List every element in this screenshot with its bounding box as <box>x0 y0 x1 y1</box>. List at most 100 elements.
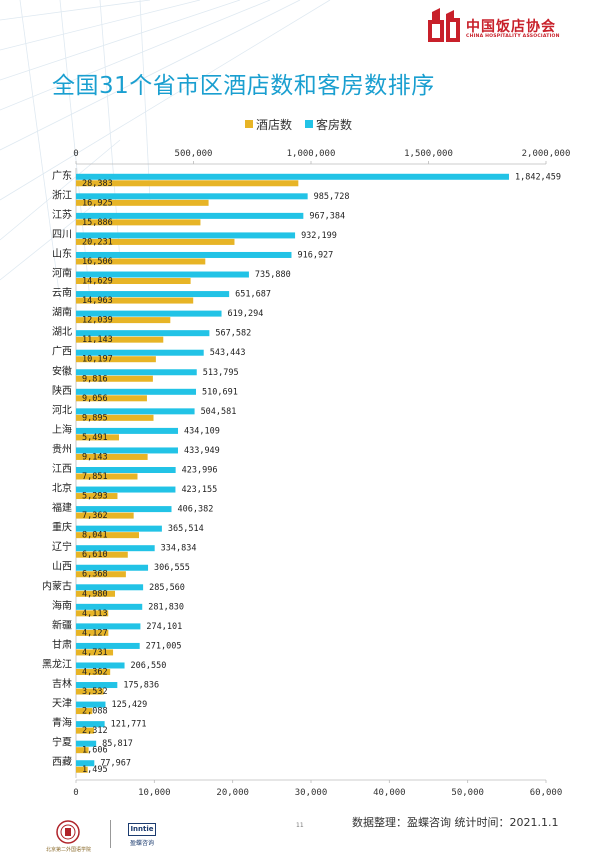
bar-rooms <box>76 623 141 630</box>
category-label: 上海 <box>52 423 72 436</box>
data-label-rooms: 619,294 <box>228 309 264 319</box>
bar-chart: 酒店数 客房数 0 500,000 1,000,000 1,500,000 2,000,00… <box>42 117 570 798</box>
data-label-hotels: 5,491 <box>82 433 108 443</box>
bar-hotels <box>76 356 156 363</box>
bar-rooms <box>76 642 140 649</box>
bar-rooms <box>76 506 172 513</box>
bar-hotels <box>76 395 147 402</box>
bar-hotels <box>76 668 111 675</box>
bar-hotels <box>76 238 235 245</box>
bar-rooms <box>76 447 178 454</box>
university-name: 北京第二外国语学院 <box>46 847 92 853</box>
footer-divider <box>110 820 111 848</box>
data-label-rooms: 985,728 <box>314 192 350 202</box>
category-label: 广西 <box>52 346 72 358</box>
bottom-axis-tick-label: 20,000 <box>216 788 249 798</box>
data-label-rooms: 125,429 <box>111 700 147 710</box>
bar-rooms <box>76 369 197 376</box>
data-label-hotels: 12,039 <box>82 316 113 326</box>
top-axis-tick-label: 500,000 <box>175 149 213 159</box>
category-label: 江西 <box>52 463 72 475</box>
bar-hotels <box>76 434 120 441</box>
data-label-hotels: 6,368 <box>82 570 108 580</box>
data-label-hotels: 10,197 <box>82 355 113 365</box>
category-label: 海南 <box>52 599 72 612</box>
data-label-rooms: 434,109 <box>184 426 220 436</box>
category-label: 甘肃 <box>52 638 72 651</box>
data-label-hotels: 11,143 <box>82 335 113 345</box>
data-label-rooms: 513,795 <box>203 368 239 378</box>
data-label-rooms: 274,101 <box>146 622 182 632</box>
data-label-hotels: 8,041 <box>82 531 108 541</box>
data-label-rooms: 206,550 <box>131 661 167 671</box>
bar-hotels <box>76 649 114 656</box>
bar-rooms <box>76 603 143 610</box>
bar-hotels <box>76 747 89 754</box>
association-name: 中国饭店协会 <box>466 19 556 35</box>
data-label-rooms: 334,834 <box>161 544 197 554</box>
data-label-rooms: 365,514 <box>168 524 204 534</box>
data-label-hotels: 14,963 <box>82 296 113 306</box>
category-label: 河北 <box>52 404 72 416</box>
bottom-axis-tick-label: 10,000 <box>138 788 171 798</box>
category-label: 内蒙古 <box>42 579 72 592</box>
data-label-rooms: 423,155 <box>181 485 217 495</box>
top-axis-tick-label: 0 <box>73 149 78 159</box>
bar-rooms <box>76 310 222 317</box>
bar-rooms <box>76 584 144 591</box>
association-name-en: CHINA HOSPITALITY ASSOCIATION <box>466 34 560 39</box>
legend-label-hotels: 酒店数 <box>256 117 292 132</box>
category-label: 山西 <box>52 561 72 573</box>
page-number: 11 <box>296 822 304 829</box>
bar-rooms <box>76 173 509 180</box>
university-logo <box>56 820 80 844</box>
data-label-rooms: 967,384 <box>309 211 345 221</box>
category-label: 湖南 <box>52 306 72 319</box>
category-label: 山东 <box>52 247 72 260</box>
bar-rooms <box>76 251 292 258</box>
bar-rooms <box>76 525 162 532</box>
data-label-hotels: 6,610 <box>82 550 108 560</box>
source-note: 数据整理：盈蝶咨询 统计时间：2021.1.1 <box>352 816 559 829</box>
bottom-axis-tick-label: 0 <box>73 788 78 798</box>
bar-rooms <box>76 291 230 298</box>
category-label: 四川 <box>52 229 72 240</box>
data-label-hotels: 20,231 <box>82 237 113 247</box>
data-label-rooms: 510,691 <box>202 387 238 397</box>
bar-hotels <box>76 375 153 382</box>
data-label-hotels: 5,293 <box>82 492 108 502</box>
legend-swatch-rooms <box>305 120 313 128</box>
data-label-hotels: 1,606 <box>82 746 108 756</box>
page-title: 全国31个省市区酒店数和客房数排序 <box>52 73 435 99</box>
bar-rooms <box>76 545 155 552</box>
category-label: 浙江 <box>52 189 72 201</box>
data-label-hotels: 16,506 <box>82 257 113 267</box>
bottom-axis-tick-label: 40,000 <box>373 788 406 798</box>
bar-rooms <box>76 721 105 728</box>
category-label: 广东 <box>52 169 72 182</box>
data-label-hotels: 7,362 <box>82 511 108 521</box>
bar-hotels <box>76 297 194 304</box>
data-label-rooms: 651,687 <box>235 290 271 300</box>
data-label-hotels: 1,495 <box>82 765 108 775</box>
data-label-rooms: 567,582 <box>215 329 251 339</box>
data-label-hotels: 4,362 <box>82 667 108 677</box>
bar-hotels <box>76 551 128 558</box>
bar-hotels <box>76 473 138 480</box>
bar-rooms <box>76 193 308 200</box>
bar-hotels <box>76 493 118 500</box>
bottom-axis-tick-label: 60,000 <box>530 788 563 798</box>
bar-hotels <box>76 278 191 285</box>
bar-hotels <box>76 258 206 265</box>
category-label: 新疆 <box>52 618 72 631</box>
data-label-hotels: 9,143 <box>82 452 108 462</box>
data-label-rooms: 85,817 <box>102 739 133 749</box>
bar-rooms <box>76 330 210 337</box>
data-label-hotels: 4,980 <box>82 589 108 599</box>
bar-hotels <box>76 512 134 519</box>
data-label-hotels: 15,886 <box>82 218 113 228</box>
data-label-hotels: 28,383 <box>82 179 113 189</box>
data-label-hotels: 9,056 <box>82 394 108 404</box>
bar-rooms <box>76 388 197 395</box>
bar-hotels <box>76 629 109 636</box>
